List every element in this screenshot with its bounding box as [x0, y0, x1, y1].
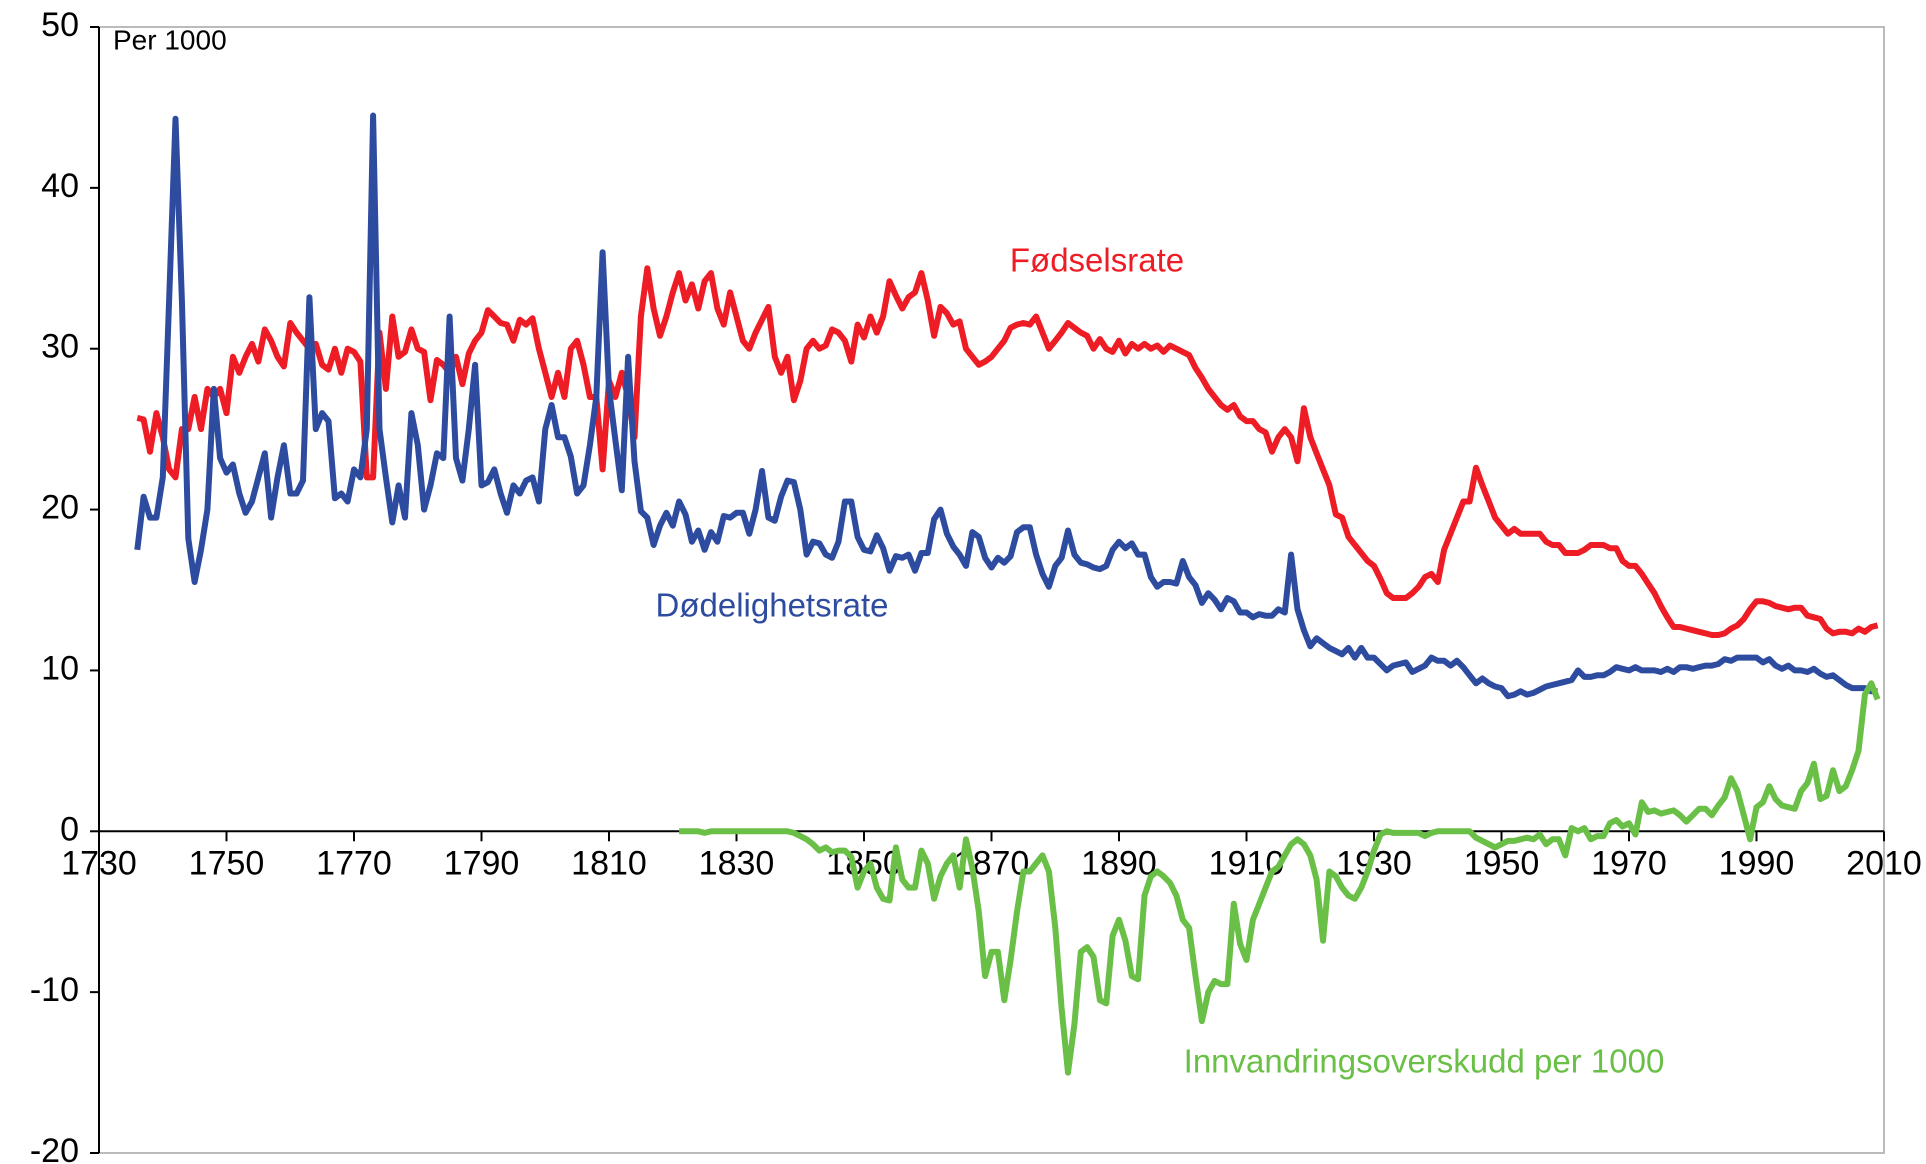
x-tick-label: 1730: [61, 844, 137, 882]
x-tick-label: 1750: [189, 844, 265, 882]
y-tick-label: 40: [41, 167, 79, 205]
y-tick-label: 0: [60, 810, 79, 848]
x-tick-label: 1970: [1591, 844, 1667, 882]
series-line: [679, 680, 1881, 1076]
series-line: [134, 112, 1878, 700]
series-label: Innvandringsoverskudd per 1000: [1184, 1043, 1665, 1080]
x-tick-label: 1990: [1719, 844, 1795, 882]
y-tick-label: 50: [41, 6, 79, 44]
y-tick-label: -20: [30, 1132, 79, 1164]
series-label: Dødelighetsrate: [656, 587, 889, 624]
y-tick-label: 30: [41, 328, 79, 366]
x-tick-label: 1950: [1464, 844, 1540, 882]
unit-annotation: Per 1000: [113, 24, 227, 55]
x-tick-label: 1890: [1081, 844, 1157, 882]
series-line: [136, 265, 1879, 638]
x-tick-label: 1810: [571, 844, 647, 882]
y-tick-label: 20: [41, 489, 79, 527]
plot-frame: [98, 26, 1885, 1154]
x-tick-label: 1830: [699, 844, 775, 882]
series-label: Fødselsrate: [1010, 242, 1184, 279]
x-tick-label: 2010: [1846, 844, 1922, 882]
y-tick-label: 10: [41, 649, 79, 687]
y-tick-label: -10: [30, 971, 79, 1009]
x-tick-label: 1790: [444, 844, 520, 882]
x-tick-label: 1770: [316, 844, 392, 882]
